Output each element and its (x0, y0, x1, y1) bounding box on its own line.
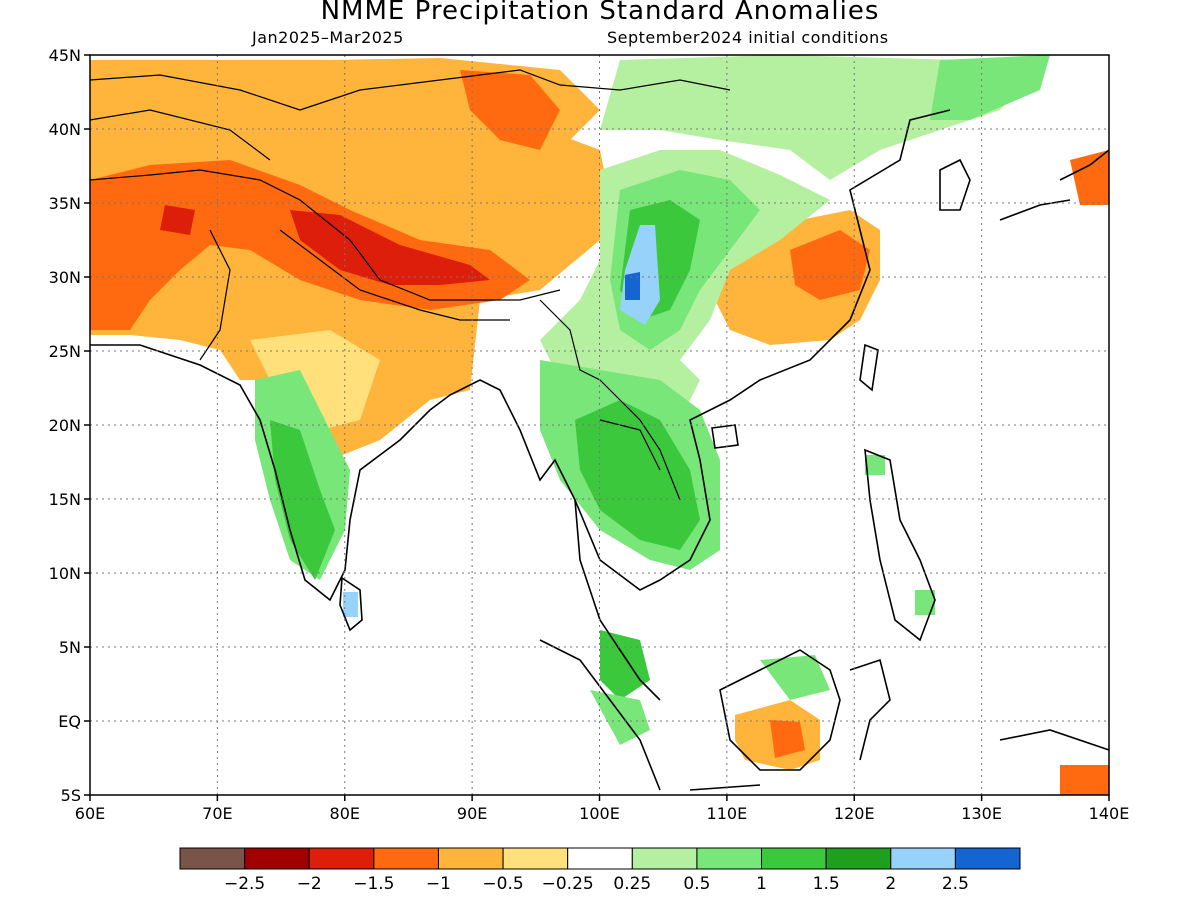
coastline-sumatra (539, 639, 661, 791)
lon-tick-label: 70E (202, 804, 232, 823)
strong-dry-tibet (290, 210, 490, 285)
map-title: NMME Precipitation Standard Anomalies (320, 0, 880, 26)
lon-tick-label: 60E (75, 804, 105, 823)
colorbar-swatch (696, 847, 763, 870)
wet-anomaly-sumatra (590, 690, 650, 745)
wet-anomaly-sri-lanka (343, 592, 358, 617)
lat-tick-label: 5N (59, 638, 81, 657)
coastline-philippines (864, 448, 936, 642)
strong-dry-west (160, 205, 195, 235)
coastline-java (689, 784, 761, 791)
lat-axis: 45N 40N 35N 30N 25N 20N 15N 10N 5N EQ 5S (49, 46, 90, 805)
colorbar-label: 1 (756, 874, 767, 894)
coastline-borneo (719, 649, 841, 771)
colorbar-swatch (761, 847, 827, 870)
coastline-japan (999, 149, 1109, 221)
initial-conditions: September2024 initial conditions (607, 28, 889, 47)
wet-anomaly-malaysia (600, 630, 650, 700)
colorbar-swatch (373, 847, 439, 870)
colorbar-label: 1.5 (813, 874, 840, 894)
colorbar-label: −1 (426, 874, 451, 894)
wet-anomaly-indochina (575, 400, 700, 550)
moderate-dry-borneo (770, 720, 805, 758)
colorbar-label: −2 (297, 874, 322, 894)
colorbar-label: −0.25 (542, 874, 594, 894)
lat-tick-label: 30N (49, 268, 81, 287)
colorbar-label: −2.5 (224, 874, 265, 894)
colorbar-label: 2.5 (942, 874, 969, 894)
border-central-asia (90, 109, 271, 161)
lat-tick-label: 40N (49, 120, 81, 139)
coastline-new-guinea (999, 729, 1109, 751)
colorbar-swatch (437, 847, 504, 870)
coastlines (90, 109, 1109, 791)
lon-tick-label: 90E (457, 804, 487, 823)
colorbar-swatch (890, 847, 956, 870)
border-indochina (599, 419, 661, 471)
lat-tick-label: 20N (49, 416, 81, 435)
coastline-sulawesi (849, 658, 891, 761)
colorbar-swatch (954, 847, 1021, 870)
wet-anomaly-philippines (865, 455, 885, 475)
border-india-china (279, 229, 510, 321)
coastline-korea (939, 158, 971, 211)
moderate-dry-north (460, 70, 560, 150)
extreme-wet-core (625, 272, 640, 300)
valid-period: Jan2025–Mar2025 (252, 28, 404, 47)
coastline-hainan (711, 424, 739, 449)
coastline-sri-lanka (339, 576, 363, 632)
colorbar-swatch (502, 847, 569, 870)
coastline-south-asia (90, 109, 951, 602)
border-pakistan (199, 229, 231, 361)
anomaly-field (90, 55, 1109, 795)
border-china-mongolia (299, 69, 731, 111)
coastline-taiwan (859, 343, 879, 392)
lon-tick-label: 120E (834, 804, 875, 823)
wet-anomaly-northeast (930, 55, 1050, 120)
lon-tick-label: 140E (1089, 804, 1130, 823)
border-southeast-asia (539, 299, 681, 501)
colorbar-swatch (825, 847, 892, 870)
lat-tick-label: 35N (49, 194, 81, 213)
lat-tick-label: EQ (58, 712, 81, 731)
gridlines (90, 55, 1109, 795)
colorbar-swatch (179, 847, 246, 870)
lat-tick-label: 25N (49, 342, 81, 361)
colorbar-label: 0.25 (613, 874, 651, 894)
wet-anomaly-borneo-north (760, 655, 830, 700)
colorbar-swatch (631, 847, 698, 870)
lon-tick-label: 110E (707, 804, 748, 823)
colorbar-label: 2 (885, 874, 896, 894)
colorbar-swatch (567, 847, 633, 870)
coastline-malay-peninsula (574, 499, 661, 701)
lat-tick-label: 10N (49, 564, 81, 583)
colorbar-swatch (308, 847, 375, 870)
border-kazakhstan (90, 74, 301, 111)
country-borders (90, 69, 731, 501)
colorbar-label: 0.5 (683, 874, 710, 894)
wet-anomaly-philippines-south (915, 590, 935, 615)
lat-tick-label: 45N (49, 46, 81, 65)
lon-axis: 60E 70E 80E 90E 100E 110E 120E 130E 140E (75, 795, 1130, 823)
dry-anomaly-new-guinea (1060, 765, 1109, 795)
border-iran-afghanistan (90, 169, 561, 301)
lon-tick-label: 130E (961, 804, 1002, 823)
colorbar-label: −1.5 (353, 874, 394, 894)
lon-tick-label: 80E (330, 804, 360, 823)
light-dry-band (250, 330, 380, 430)
strong-wet-india (270, 420, 335, 580)
lon-tick-label: 100E (579, 804, 620, 823)
lat-tick-label: 15N (49, 490, 81, 509)
colorbar-swatch (244, 847, 310, 870)
lat-tick-label: 5S (61, 786, 81, 805)
colorbar-label: −0.5 (482, 874, 523, 894)
dry-anomaly-japan (1070, 150, 1109, 205)
colorbar: −2.5 −2 −1.5 −1 −0.5 −0.25 0.25 0.5 1 1.5 2 2.5 (179, 847, 1021, 894)
moderate-dry-east-china (790, 230, 870, 300)
